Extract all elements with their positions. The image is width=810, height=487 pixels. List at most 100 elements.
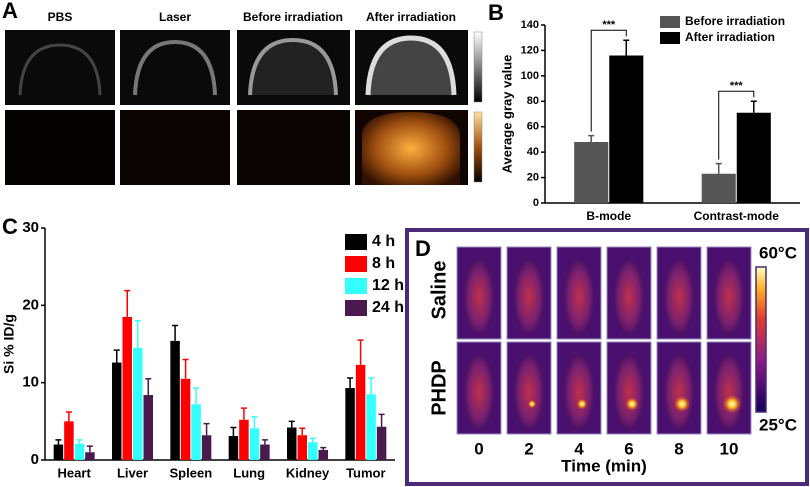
hot-spot [722, 394, 742, 414]
legend-swatch [345, 300, 367, 316]
y-tick-label: 40 [527, 146, 539, 158]
y-tick-label: 60 [527, 121, 539, 133]
bar [191, 404, 201, 460]
annotation: *** [602, 19, 616, 31]
mouse-body [564, 354, 594, 430]
error-bar [588, 134, 595, 142]
y-tick-label: 0 [533, 197, 539, 209]
bar [133, 347, 143, 460]
time-label: 6 [624, 439, 633, 458]
time-label: 8 [674, 439, 683, 458]
mouse-body [664, 354, 694, 430]
row-label: Saline [428, 261, 450, 320]
error-bar [76, 439, 83, 444]
bar [249, 428, 260, 460]
y-axis-title: Average gray value [499, 55, 514, 174]
error-bar [750, 100, 757, 113]
error-bar [182, 358, 189, 379]
mouse-body [714, 354, 744, 430]
significance-bracket [590, 29, 627, 132]
error-bar [623, 39, 630, 56]
bar [366, 394, 376, 460]
error-bar [193, 387, 200, 405]
bar [297, 435, 307, 460]
y-tick-label: 120 [521, 44, 539, 56]
bar [143, 395, 153, 460]
colorbar-min: 25°C [759, 415, 797, 434]
x-axis-title: Time (min) [561, 456, 647, 475]
error-bar [145, 378, 152, 396]
hot-spot [576, 398, 588, 410]
colorbar [755, 266, 767, 413]
legend-label: Before irradiation [685, 14, 785, 28]
error-bar [261, 439, 268, 445]
bar [53, 444, 64, 460]
mouse-body [664, 259, 694, 335]
colorbar-max: 60°C [759, 243, 797, 262]
error-bar [309, 437, 316, 443]
bar [180, 378, 191, 460]
error-bar [172, 324, 179, 341]
mouse-body [564, 259, 594, 335]
x-tick-label: Lung [233, 465, 265, 480]
bar [376, 426, 387, 460]
mouse-body [514, 259, 544, 335]
bar [85, 452, 95, 460]
panel-label: B [488, 0, 504, 25]
x-tick-label: B-mode [586, 209, 631, 223]
error-bar [320, 446, 327, 450]
legend-label: 12 h [372, 277, 404, 294]
x-tick-label: Contrast-mode [694, 209, 780, 223]
bar [74, 443, 85, 460]
bar [345, 388, 355, 460]
panel-b: B 0 20 40 60 80 100 120 140 Average gray value B-… [488, 0, 800, 223]
x-tick-label: Kidney [286, 465, 330, 480]
bar [260, 444, 270, 460]
legend-swatch [345, 278, 367, 294]
bar [287, 427, 297, 460]
bar [64, 421, 74, 460]
bar [308, 442, 318, 460]
x-tick-label: Tumor [346, 465, 385, 480]
panel-label: C [2, 214, 18, 239]
bar [112, 362, 122, 460]
column-title: PBS [48, 10, 73, 24]
legend-swatch [660, 16, 680, 28]
time-label: 0 [474, 439, 483, 458]
y-tick-label: 20 [527, 171, 539, 183]
legend-label: 4 h [372, 233, 395, 250]
y-tick-label: 20 [22, 296, 39, 313]
time-label: 10 [720, 439, 739, 458]
x-tick-label: Spleen [170, 465, 213, 480]
panel-label: D [415, 236, 431, 261]
mouse-body [714, 259, 744, 335]
panel-d: D Saline PHDP 60°C 25°C Time (min) 0 2 4 6 8… [405, 228, 809, 486]
y-axis-title: Si % ID/g [1, 314, 17, 374]
error-bar [124, 289, 131, 317]
bar [355, 364, 366, 460]
column-title: Before irradiation [243, 10, 343, 24]
bar [170, 340, 180, 460]
y-tick-label: 30 [22, 219, 39, 236]
bar [609, 55, 644, 204]
legend-swatch [345, 256, 367, 272]
legend-swatch [660, 32, 680, 44]
error-bar [134, 320, 141, 348]
bar [701, 173, 736, 203]
hot-spot [527, 399, 537, 409]
error-bar [299, 427, 306, 436]
mouse-body [464, 259, 494, 335]
legend-label: 8 h [372, 255, 395, 272]
y-tick-label: 80 [527, 95, 539, 107]
mouse-body [614, 259, 644, 335]
bar [736, 112, 771, 203]
hot-spot [673, 395, 691, 413]
y-tick-label: 10 [22, 374, 39, 391]
bar [318, 449, 328, 460]
error-bar [357, 339, 364, 365]
column-title: After irradiation [366, 10, 456, 24]
significance-bracket [718, 90, 755, 160]
error-bar [251, 415, 258, 429]
row-label: PHDP [428, 360, 450, 416]
error-bar [240, 407, 247, 420]
